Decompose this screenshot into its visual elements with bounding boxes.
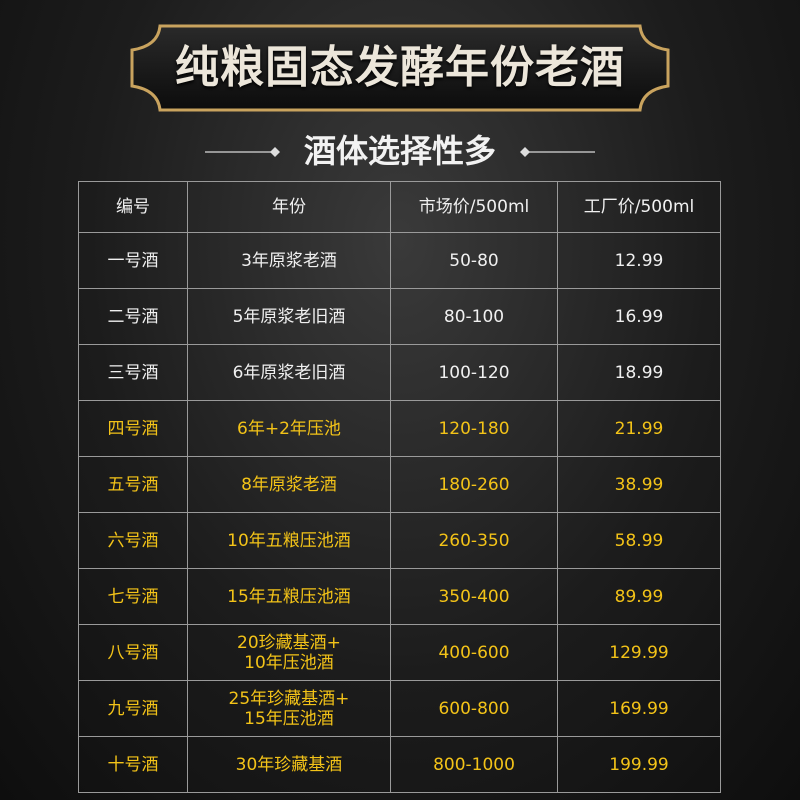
- table-row: 十号酒 30年珍藏基酒 800-1000 199.99: [78, 736, 721, 793]
- table-cell: 129.99: [557, 624, 721, 681]
- table-row: 七号酒 15年五粮压池酒 350-400 89.99: [78, 568, 721, 625]
- header-row: 编号 年份 市场价/500ml 工厂价/500ml: [78, 181, 721, 233]
- table-cell: 八号酒: [78, 624, 188, 681]
- table-cell: 169.99: [557, 680, 721, 737]
- table-row: 九号酒 25年珍藏基酒+ 15年压池酒 600-800 169.99: [78, 680, 721, 737]
- table-cell: 58.99: [557, 512, 721, 569]
- table-row: 二号酒 5年原浆老旧酒 80-100 16.99: [78, 288, 721, 345]
- table-cell: 89.99: [557, 568, 721, 625]
- table-cell: 80-100: [390, 288, 558, 345]
- table-row: 八号酒 20珍藏基酒+ 10年压池酒 400-600 129.99: [78, 624, 721, 681]
- table-cell: 6年原浆老旧酒: [187, 344, 391, 401]
- table-cell: 二号酒: [78, 288, 188, 345]
- table-cell: 21.99: [557, 400, 721, 457]
- table-cell: 199.99: [557, 736, 721, 793]
- column-header: 工厂价/500ml: [557, 181, 721, 233]
- table-cell: 16.99: [557, 288, 721, 345]
- table-cell: 600-800: [390, 680, 558, 737]
- table-cell: 九号酒: [78, 680, 188, 737]
- table-cell: 3年原浆老酒: [187, 232, 391, 289]
- table-cell: 18.99: [557, 344, 721, 401]
- column-header: 年份: [187, 181, 391, 233]
- table-row: 四号酒 6年+2年压池 120-180 21.99: [78, 400, 721, 457]
- column-header: 编号: [78, 181, 188, 233]
- table-cell: 20珍藏基酒+ 10年压池酒: [187, 624, 391, 681]
- table-row: 三号酒 6年原浆老旧酒 100-120 18.99: [78, 344, 721, 401]
- table-cell: 120-180: [390, 400, 558, 457]
- page-title: 纯粮固态发酵年份老酒: [175, 42, 625, 93]
- table-cell: 五号酒: [78, 456, 188, 513]
- table-cell: 6年+2年压池: [187, 400, 391, 457]
- table-cell: 800-1000: [390, 736, 558, 793]
- table-cell: 15年五粮压池酒: [187, 568, 391, 625]
- column-header: 市场价/500ml: [390, 181, 558, 233]
- table-cell: 十号酒: [78, 736, 188, 793]
- table-cell: 30年珍藏基酒: [187, 736, 391, 793]
- table-cell: 180-260: [390, 456, 558, 513]
- title-banner: [130, 24, 670, 112]
- table-cell: 三号酒: [78, 344, 188, 401]
- table-row: 五号酒 8年原浆老酒 180-260 38.99: [78, 456, 721, 513]
- table-cell: 260-350: [390, 512, 558, 569]
- table-cell: 38.99: [557, 456, 721, 513]
- table-cell: 5年原浆老旧酒: [187, 288, 391, 345]
- table-cell: 六号酒: [78, 512, 188, 569]
- table-cell: 四号酒: [78, 400, 188, 457]
- price-table: 编号 年份 市场价/500ml 工厂价/500ml 一号酒 3年原浆老酒 50-80 12.…: [78, 181, 721, 793]
- table-cell: 七号酒: [78, 568, 188, 625]
- table-cell: 50-80: [390, 232, 558, 289]
- table-cell: 400-600: [390, 624, 558, 681]
- table-row: 六号酒 10年五粮压池酒 260-350 58.99: [78, 512, 721, 569]
- table-cell: 100-120: [390, 344, 558, 401]
- table-cell: 8年原浆老酒: [187, 456, 391, 513]
- subtitle-bar: 酒体选择性多: [0, 128, 800, 174]
- table-cell: 10年五粮压池酒: [187, 512, 391, 569]
- table-row: 一号酒 3年原浆老酒 50-80 12.99: [78, 232, 721, 289]
- table-cell: 25年珍藏基酒+ 15年压池酒: [187, 680, 391, 737]
- subtitle: 酒体选择性多: [303, 132, 496, 170]
- table-cell: 一号酒: [78, 232, 188, 289]
- table-cell: 12.99: [557, 232, 721, 289]
- table-cell: 350-400: [390, 568, 558, 625]
- subtitle-decoration: [205, 147, 595, 157]
